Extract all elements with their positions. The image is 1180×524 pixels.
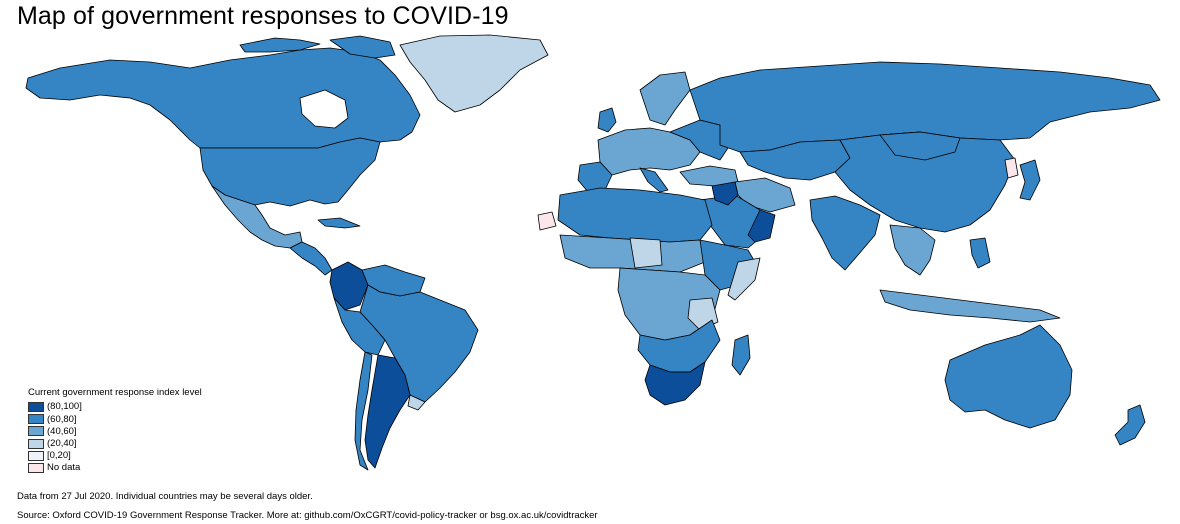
region-indonesia bbox=[879, 289, 1061, 323]
region-argentina bbox=[364, 354, 411, 469]
legend-swatch bbox=[28, 414, 44, 425]
region-arctic-islands bbox=[239, 37, 321, 53]
region-philippines bbox=[969, 237, 991, 269]
region-colombia bbox=[329, 261, 369, 311]
legend-label: (60,80] bbox=[47, 413, 77, 425]
legend-item: (40,60] bbox=[28, 425, 202, 437]
region-italy bbox=[639, 167, 669, 193]
region-south-africa bbox=[644, 361, 706, 406]
region-australia bbox=[944, 324, 1073, 429]
legend-label: (80,100] bbox=[47, 401, 82, 413]
legend-swatch bbox=[28, 426, 44, 437]
region-oman bbox=[747, 209, 776, 243]
legend: Current government response index level … bbox=[28, 388, 202, 474]
region-peru bbox=[333, 297, 386, 356]
region-hudson-bay bbox=[299, 89, 349, 129]
legend-title: Current government response index level bbox=[28, 387, 202, 398]
legend-swatch bbox=[28, 450, 44, 461]
region-madagascar bbox=[731, 334, 751, 376]
region-north-africa bbox=[557, 187, 713, 243]
region-mexico bbox=[211, 185, 303, 249]
legend-item: [0,20] bbox=[28, 450, 202, 462]
region-western-sahara-nodata bbox=[537, 211, 557, 231]
region-mongolia bbox=[879, 131, 961, 161]
region-central-america bbox=[289, 241, 333, 276]
region-new-zealand bbox=[1114, 404, 1146, 446]
page-title: Map of government responses to COVID-19 bbox=[17, 2, 509, 30]
region-somalia bbox=[727, 257, 761, 301]
legend-item: No data bbox=[28, 462, 202, 474]
region-uruguay bbox=[407, 394, 426, 411]
region-greenland bbox=[399, 34, 549, 113]
region-india bbox=[809, 195, 881, 271]
legend-label: (40,60] bbox=[47, 425, 77, 437]
region-arctic-islands-2 bbox=[329, 35, 396, 59]
region-iran bbox=[734, 177, 796, 213]
region-uk bbox=[597, 107, 617, 133]
region-canada bbox=[25, 47, 421, 149]
legend-label: No data bbox=[47, 462, 81, 474]
region-se-asia bbox=[889, 224, 936, 276]
region-korea-nodata bbox=[1004, 157, 1019, 179]
legend-swatch bbox=[28, 463, 44, 474]
legend-label: [0,20] bbox=[47, 450, 71, 462]
region-chile bbox=[354, 351, 373, 471]
legend-swatch bbox=[28, 438, 44, 449]
data-date-note: Data from 27 Jul 2020. Individual countr… bbox=[17, 491, 313, 502]
region-iraq bbox=[711, 181, 739, 206]
region-cuba bbox=[317, 217, 361, 229]
region-japan bbox=[1019, 159, 1041, 201]
legend-swatch bbox=[28, 402, 44, 413]
region-scandinavia bbox=[639, 71, 691, 126]
source-note: Source: Oxford COVID-19 Government Respo… bbox=[17, 510, 598, 521]
region-chad bbox=[629, 237, 663, 269]
legend-item: (20,40] bbox=[28, 438, 202, 450]
legend-item: (80,100] bbox=[28, 401, 202, 413]
legend-item: (60,80] bbox=[28, 413, 202, 425]
legend-label: (20,40] bbox=[47, 437, 77, 449]
